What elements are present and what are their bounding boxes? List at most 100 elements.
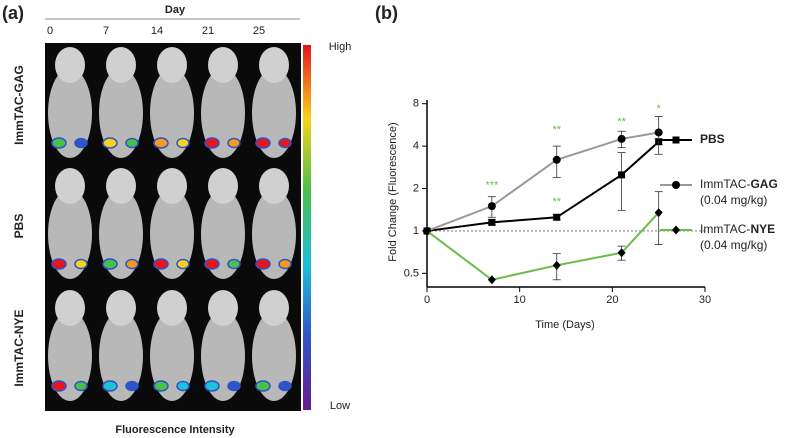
- tumor-spot: [153, 380, 169, 392]
- tumor-spot: [176, 258, 190, 270]
- tumor-spot: [204, 137, 220, 149]
- marker: [672, 225, 680, 235]
- mouse-head: [55, 47, 85, 83]
- y-tick-label: 0.5: [404, 267, 419, 279]
- tumor-spot: [278, 380, 292, 392]
- tumor-spot: [278, 137, 292, 149]
- day-label: 14: [151, 25, 163, 37]
- mouse-body: [150, 189, 194, 279]
- mouse-body: [252, 311, 296, 401]
- x-axis-label: Time (Days): [535, 319, 594, 331]
- mouse-head: [208, 290, 238, 326]
- tumor-spot: [176, 380, 190, 392]
- tumor-spot: [51, 137, 67, 149]
- marker: [654, 208, 663, 218]
- panel-label: (b): [375, 3, 398, 23]
- marker: [487, 202, 496, 211]
- mouse-head: [157, 290, 187, 326]
- tumor-spot: [74, 137, 88, 149]
- tumor-spot: [255, 258, 271, 270]
- tumor-spot: [125, 380, 139, 392]
- x-tick-label: 30: [699, 294, 711, 306]
- mouse-head: [106, 168, 136, 204]
- significance: **: [552, 196, 561, 208]
- significance: *: [657, 103, 662, 115]
- y-tick-label: 1: [413, 225, 419, 237]
- mouse-head: [208, 47, 238, 83]
- y-tick-label: 4: [413, 140, 419, 152]
- x-tick-label: 0: [424, 294, 430, 306]
- marker: [552, 155, 561, 164]
- marker: [552, 260, 561, 270]
- series-line: [426, 131, 659, 232]
- x-tick-label: 10: [514, 294, 526, 306]
- legend-part: (0.04 mg/kg): [700, 193, 767, 207]
- tumor-spot: [255, 137, 271, 149]
- mouse-body: [252, 189, 296, 279]
- mouse-body: [48, 189, 92, 279]
- significance: **: [617, 116, 626, 128]
- legend-part: ImmTAC-: [700, 222, 750, 236]
- tumor-spot: [74, 258, 88, 270]
- marker: [423, 226, 431, 236]
- tumor-spot: [227, 380, 241, 392]
- mouse-head: [259, 168, 289, 204]
- mouse-body: [99, 311, 143, 401]
- y-tick-label: 2: [413, 182, 419, 194]
- mouse-head: [106, 47, 136, 83]
- legend-label: ImmTAC-NYE (0.04 mg/kg): [700, 222, 775, 252]
- marker: [553, 213, 561, 221]
- mouse-head: [157, 47, 187, 83]
- tumor-spot: [125, 258, 139, 270]
- tumor-spot: [153, 137, 169, 149]
- mouse-head: [208, 168, 238, 204]
- x-tick-label: 20: [606, 294, 618, 306]
- tumor-spot: [227, 258, 241, 270]
- marker: [617, 248, 626, 258]
- mouse-body: [99, 68, 143, 158]
- y-axis-label: Fold Change (Fluorescence): [387, 122, 399, 261]
- legend-part: NYE: [750, 222, 775, 236]
- mouse-body: [150, 311, 194, 401]
- tumor-spot: [255, 380, 271, 392]
- scale-high: High: [329, 41, 352, 53]
- mouse-body: [252, 68, 296, 158]
- marker: [487, 275, 496, 285]
- tumor-spot: [102, 137, 118, 149]
- marker: [617, 134, 626, 143]
- mouse-head: [259, 47, 289, 83]
- tumor-spot: [51, 258, 67, 270]
- mouse-body: [201, 189, 245, 279]
- tumor-spot: [227, 137, 241, 149]
- marker: [654, 128, 663, 137]
- day-label: 25: [253, 25, 265, 37]
- mouse-head: [55, 168, 85, 204]
- mouse-body: [150, 68, 194, 158]
- legend-label: ImmTAC-GAG (0.04 mg/kg): [700, 177, 778, 207]
- scale-low: Low: [330, 400, 350, 412]
- legend-label: PBS: [700, 132, 725, 146]
- mouse-head: [106, 290, 136, 326]
- day-label: 7: [103, 25, 109, 37]
- mouse-head: [157, 168, 187, 204]
- row-label: ImmTAC-GAG: [12, 65, 26, 145]
- tumor-spot: [102, 380, 118, 392]
- legend-part: GAG: [750, 177, 777, 191]
- significance: ***: [485, 179, 499, 191]
- mouse-head: [55, 290, 85, 326]
- mouse-head: [259, 290, 289, 326]
- tumor-spot: [204, 258, 220, 270]
- row-label: PBS: [12, 214, 26, 239]
- tumor-spot: [51, 380, 67, 392]
- legend-part: ImmTAC-: [700, 177, 750, 191]
- colorbar: [303, 45, 311, 410]
- row-label: ImmTAC-NYE: [12, 309, 26, 386]
- marker: [672, 181, 680, 189]
- mouse-body: [48, 311, 92, 401]
- tumor-spot: [125, 137, 139, 149]
- tumor-spot: [74, 380, 88, 392]
- day-label: 21: [202, 25, 214, 37]
- mouse-body: [201, 68, 245, 158]
- tumor-spot: [153, 258, 169, 270]
